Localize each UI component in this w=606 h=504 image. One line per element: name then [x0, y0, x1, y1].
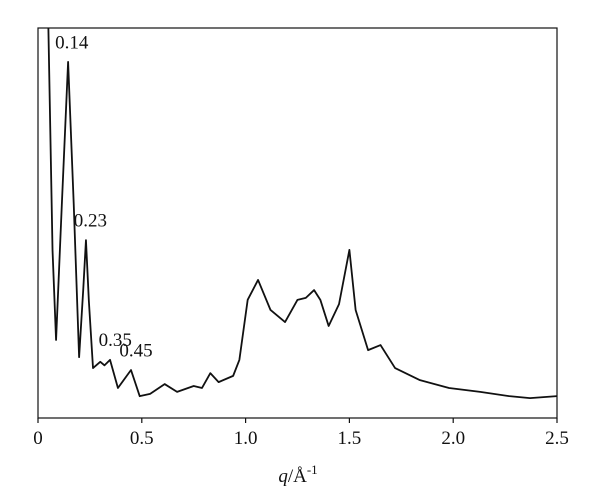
- peak-label: 0.35: [99, 330, 132, 351]
- peak-label: 0.23: [74, 211, 107, 232]
- x-tick-label: 1.5: [338, 428, 362, 449]
- x-tick-label: 2.0: [441, 428, 465, 449]
- x-tick-label: 0: [33, 428, 43, 449]
- x-tick-label: 2.5: [545, 428, 569, 449]
- data-line: [47, 28, 557, 400]
- peak-label: 0.14: [55, 32, 89, 53]
- x-tick-label: 1.0: [234, 428, 258, 449]
- x-axis-label: q/Å-1: [278, 462, 317, 487]
- x-label-exponent: -1: [307, 462, 318, 477]
- x-label-unit: /Å: [288, 466, 307, 487]
- peak-label: 0.45: [119, 340, 152, 361]
- x-tick-label: 0.5: [130, 428, 154, 449]
- plot-frame: [37, 27, 558, 419]
- x-label-symbol: q: [278, 466, 288, 487]
